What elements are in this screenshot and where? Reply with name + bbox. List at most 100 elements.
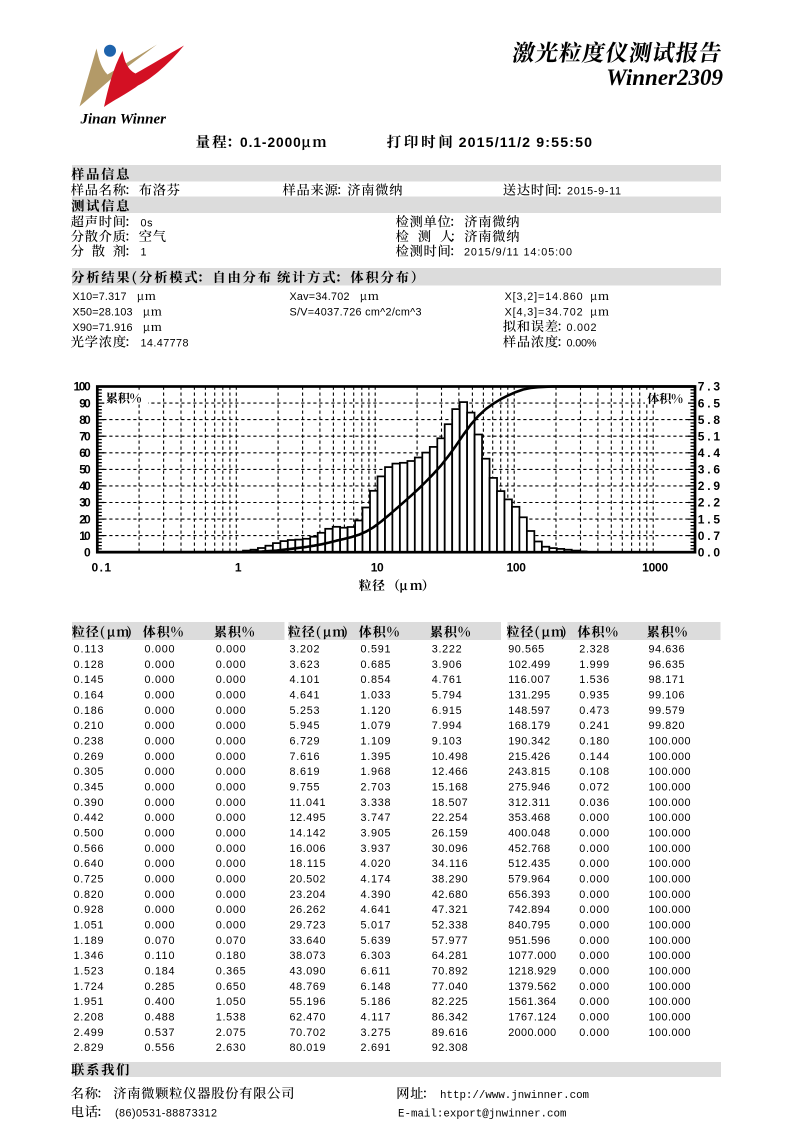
svg-text:951.596: 951.596 xyxy=(508,935,550,947)
svg-text:3.222: 3.222 xyxy=(432,644,462,656)
svg-text:0.000: 0.000 xyxy=(145,644,175,656)
svg-text:2.075: 2.075 xyxy=(216,1027,246,1039)
svg-text:0.000: 0.000 xyxy=(579,904,609,916)
svg-text:0.000: 0.000 xyxy=(579,965,609,977)
svg-text:0.000: 0.000 xyxy=(145,919,175,931)
svg-text:400.048: 400.048 xyxy=(508,827,550,839)
svg-text:1.951: 1.951 xyxy=(74,996,104,1008)
svg-text:0.145: 0.145 xyxy=(74,674,104,686)
svg-text:7.3: 7.3 xyxy=(698,380,721,394)
svg-text:0.000: 0.000 xyxy=(579,1011,609,1023)
svg-text:0.285: 0.285 xyxy=(145,981,175,993)
svg-text:30.096: 30.096 xyxy=(432,843,468,855)
svg-text:100.000: 100.000 xyxy=(649,858,691,870)
svg-text:0.000: 0.000 xyxy=(145,858,175,870)
svg-text:10: 10 xyxy=(79,529,91,543)
svg-text:4.174: 4.174 xyxy=(361,873,391,885)
svg-text:64.281: 64.281 xyxy=(432,950,468,962)
svg-text:1.5: 1.5 xyxy=(698,512,721,526)
svg-text:Xav=34.702: Xav=34.702 xyxy=(290,291,350,303)
svg-text:100.000: 100.000 xyxy=(649,1027,691,1039)
svg-text:0.928: 0.928 xyxy=(74,904,104,916)
svg-text:1.999: 1.999 xyxy=(579,659,609,671)
svg-text:3.623: 3.623 xyxy=(290,659,320,671)
svg-text:2.328: 2.328 xyxy=(579,644,609,656)
svg-text:102.499: 102.499 xyxy=(508,659,550,671)
svg-text:4.4: 4.4 xyxy=(698,446,721,460)
svg-text:0s: 0s xyxy=(141,217,154,229)
svg-text:0.000: 0.000 xyxy=(145,827,175,839)
svg-text:5.1: 5.1 xyxy=(698,429,721,443)
svg-text:1: 1 xyxy=(141,247,147,259)
svg-text:100.000: 100.000 xyxy=(649,766,691,778)
svg-text:0.305: 0.305 xyxy=(74,766,104,778)
svg-text:1.051: 1.051 xyxy=(74,919,104,931)
svg-text:1000: 1000 xyxy=(642,561,668,575)
svg-text:0.000: 0.000 xyxy=(145,659,175,671)
svg-text:6.303: 6.303 xyxy=(361,950,391,962)
svg-text:5.639: 5.639 xyxy=(361,935,391,947)
svg-text:353.468: 353.468 xyxy=(508,812,550,824)
svg-text:0.144: 0.144 xyxy=(579,751,609,763)
svg-text:100.000: 100.000 xyxy=(649,889,691,901)
svg-text:14.47778: 14.47778 xyxy=(141,338,189,350)
svg-text:275.946: 275.946 xyxy=(508,781,550,793)
svg-text:0.500: 0.500 xyxy=(74,827,104,839)
svg-text:33.640: 33.640 xyxy=(290,935,326,947)
svg-text:38.290: 38.290 xyxy=(432,873,468,885)
svg-text:3.6: 3.6 xyxy=(698,463,721,477)
svg-text:86.342: 86.342 xyxy=(432,1011,468,1023)
svg-text:100.000: 100.000 xyxy=(649,797,691,809)
svg-text:7.994: 7.994 xyxy=(432,720,462,732)
svg-text:S/V=4037.726 cm^2/cm^3: S/V=4037.726 cm^2/cm^3 xyxy=(290,307,422,319)
svg-text:0.00%: 0.00% xyxy=(567,338,597,350)
svg-text:0.000: 0.000 xyxy=(145,689,175,701)
svg-text:100.000: 100.000 xyxy=(649,965,691,977)
svg-text:0.345: 0.345 xyxy=(74,781,104,793)
svg-text:0.000: 0.000 xyxy=(145,705,175,717)
svg-text:190.342: 190.342 xyxy=(508,735,550,747)
svg-text:X10=7.317: X10=7.317 xyxy=(73,291,127,303)
svg-text:70.702: 70.702 xyxy=(290,1027,326,1039)
svg-text:100.000: 100.000 xyxy=(649,873,691,885)
svg-text:2015/9/11 14:05:00: 2015/9/11 14:05:00 xyxy=(464,247,572,259)
svg-text:70.892: 70.892 xyxy=(432,965,468,977)
svg-text:0.854: 0.854 xyxy=(361,674,391,686)
svg-text:12.466: 12.466 xyxy=(432,766,468,778)
svg-text:100.000: 100.000 xyxy=(649,904,691,916)
svg-text:57.977: 57.977 xyxy=(432,935,468,947)
svg-text:1: 1 xyxy=(235,561,242,575)
svg-text:0.650: 0.650 xyxy=(216,981,246,993)
svg-text:0.238: 0.238 xyxy=(74,735,104,747)
svg-text:3.275: 3.275 xyxy=(361,1027,391,1039)
svg-text:12.495: 12.495 xyxy=(290,812,326,824)
svg-text:40: 40 xyxy=(79,479,91,493)
svg-text:6.5: 6.5 xyxy=(698,396,721,410)
svg-text:4.641: 4.641 xyxy=(290,689,320,701)
svg-text:840.795: 840.795 xyxy=(508,919,550,931)
svg-text:1767.124: 1767.124 xyxy=(508,1011,556,1023)
svg-text:15.168: 15.168 xyxy=(432,781,468,793)
svg-text:99.820: 99.820 xyxy=(649,720,685,732)
svg-text:5.794: 5.794 xyxy=(432,689,462,701)
svg-text:14.142: 14.142 xyxy=(290,827,326,839)
svg-text:4.641: 4.641 xyxy=(361,904,391,916)
svg-text:5.8: 5.8 xyxy=(698,413,721,427)
svg-text:48.769: 48.769 xyxy=(290,981,326,993)
svg-text:742.894: 742.894 xyxy=(508,904,550,916)
svg-text:100.000: 100.000 xyxy=(649,827,691,839)
svg-text:3.338: 3.338 xyxy=(361,797,391,809)
svg-text:90.565: 90.565 xyxy=(508,644,544,656)
svg-text:2.703: 2.703 xyxy=(361,781,391,793)
svg-text:100.000: 100.000 xyxy=(649,812,691,824)
svg-text:1561.364: 1561.364 xyxy=(508,996,556,1008)
svg-text:0.000: 0.000 xyxy=(579,827,609,839)
svg-text:2.630: 2.630 xyxy=(216,1042,246,1054)
svg-text:0.000: 0.000 xyxy=(579,935,609,947)
svg-text:116.007: 116.007 xyxy=(508,674,550,686)
svg-text:43.090: 43.090 xyxy=(290,965,326,977)
svg-text:29.723: 29.723 xyxy=(290,919,326,931)
svg-text:100.000: 100.000 xyxy=(649,781,691,793)
svg-text:20: 20 xyxy=(79,512,91,526)
svg-text:0.000: 0.000 xyxy=(216,858,246,870)
